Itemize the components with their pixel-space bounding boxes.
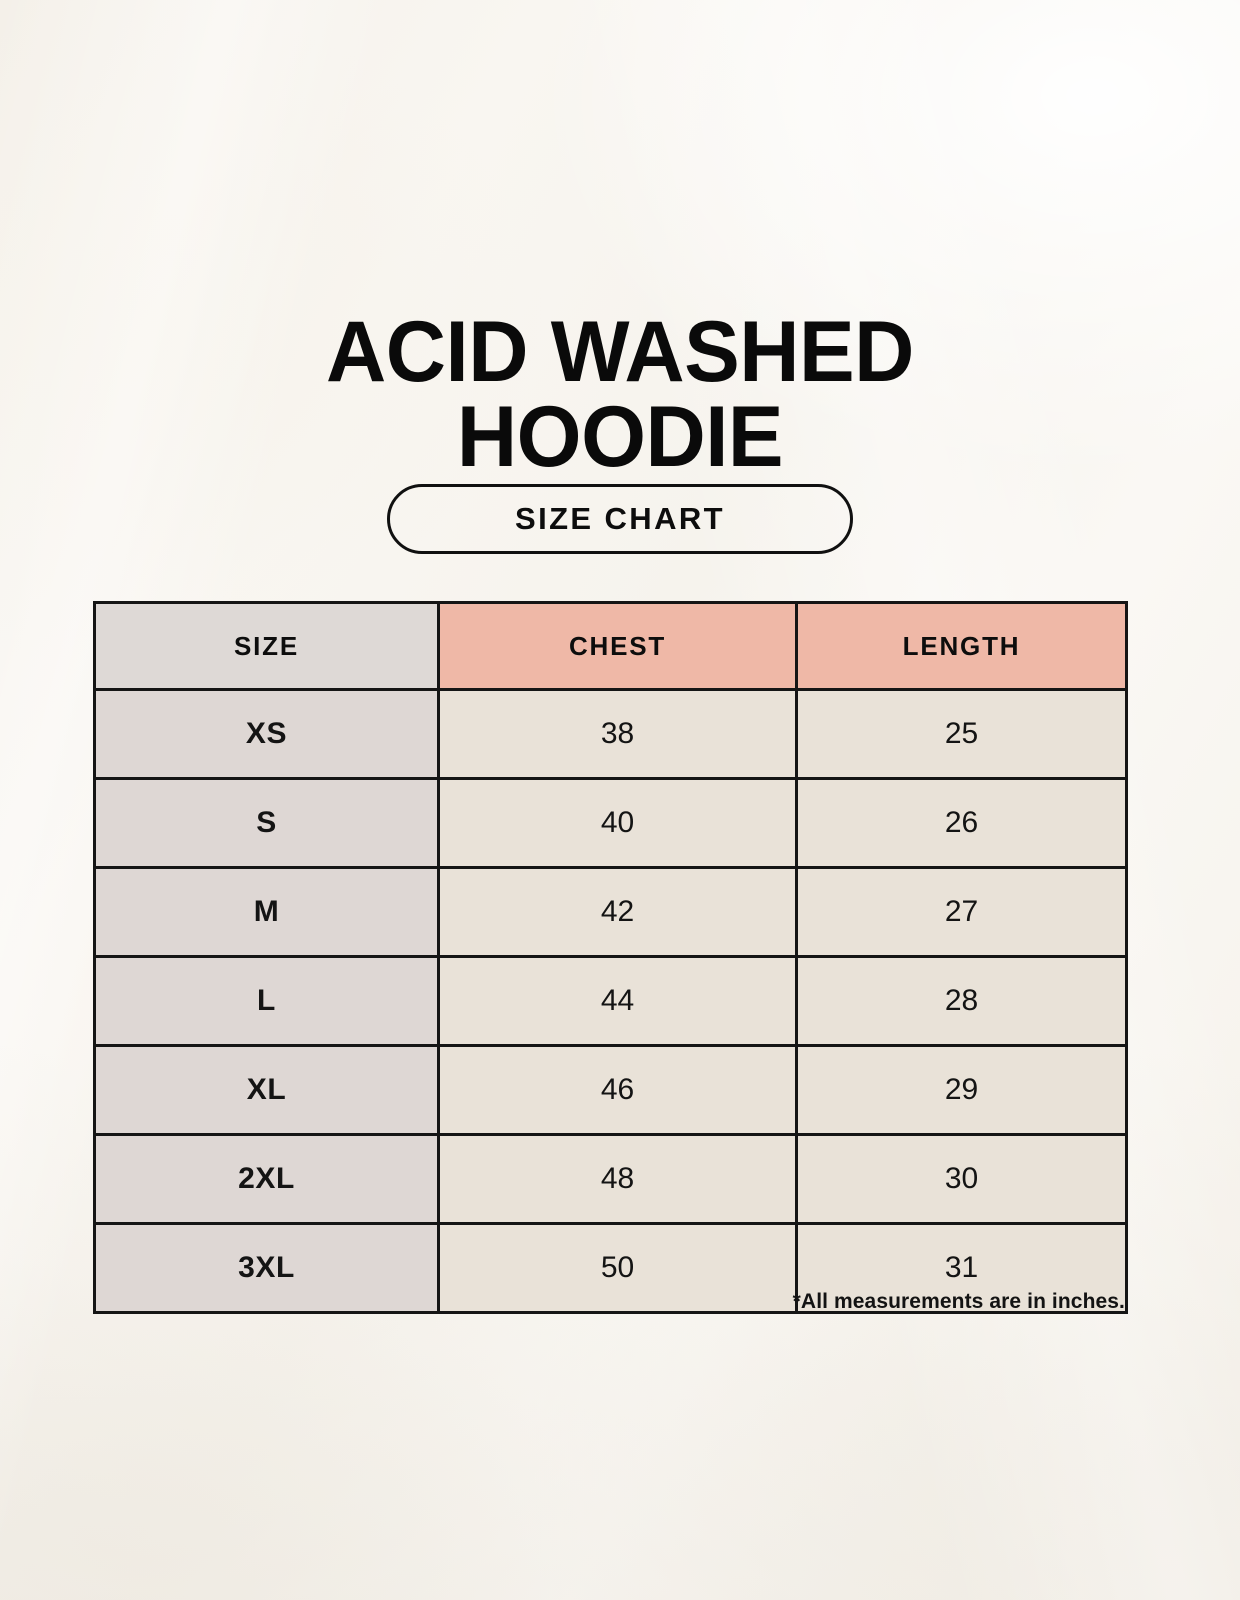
cell-length: 25 [795, 688, 1128, 780]
measurements-footnote: *All measurements are in inches. [792, 1290, 1125, 1313]
column-header-length: LENGTH [795, 601, 1128, 691]
cell-size: XL [93, 1044, 440, 1136]
table-row: L 44 28 [93, 955, 1128, 1047]
page-title: ACID WASHED HOODIE [326, 303, 914, 485]
cell-chest: 40 [437, 777, 798, 869]
size-chart-badge-label: SIZE CHART [515, 501, 725, 536]
table-header-row: SIZE CHEST LENGTH [93, 601, 1128, 691]
cell-chest: 46 [437, 1044, 798, 1136]
cell-size: XS [93, 688, 440, 780]
cell-length: 29 [795, 1044, 1128, 1136]
cell-length: 30 [795, 1133, 1128, 1225]
table-row: XL 46 29 [93, 1044, 1128, 1136]
cell-size: S [93, 777, 440, 869]
cell-length: 28 [795, 955, 1128, 1047]
cell-size: L [93, 955, 440, 1047]
cell-chest: 42 [437, 866, 798, 958]
table-body: XS 38 25 S 40 26 M 42 27 L 44 28 [93, 688, 1128, 1314]
cell-length: 31 [795, 1222, 1128, 1314]
table-row: M 42 27 [93, 866, 1128, 958]
cell-chest: 38 [437, 688, 798, 780]
column-header-chest: CHEST [437, 601, 798, 691]
column-header-size: SIZE [93, 601, 440, 691]
size-chart-badge: SIZE CHART [387, 484, 853, 554]
size-chart-badge-wrap: SIZE CHART [0, 484, 1240, 554]
table-row: XS 38 25 [93, 688, 1128, 780]
cell-size: M [93, 866, 440, 958]
cell-size: 3XL [93, 1222, 440, 1314]
cell-size: 2XL [93, 1133, 440, 1225]
cell-chest: 44 [437, 955, 798, 1047]
table-row: 3XL 50 31 [93, 1222, 1128, 1314]
table-row: 2XL 48 30 [93, 1133, 1128, 1225]
cell-chest: 50 [437, 1222, 798, 1314]
size-chart-table: SIZE CHEST LENGTH XS 38 25 S 40 26 M [93, 601, 1128, 1314]
size-chart-table-wrap: SIZE CHEST LENGTH XS 38 25 S 40 26 M [93, 601, 1128, 1314]
table-header: SIZE CHEST LENGTH [93, 601, 1128, 691]
cell-length: 27 [795, 866, 1128, 958]
table-row: S 40 26 [93, 777, 1128, 869]
cell-length: 26 [795, 777, 1128, 869]
cell-chest: 48 [437, 1133, 798, 1225]
